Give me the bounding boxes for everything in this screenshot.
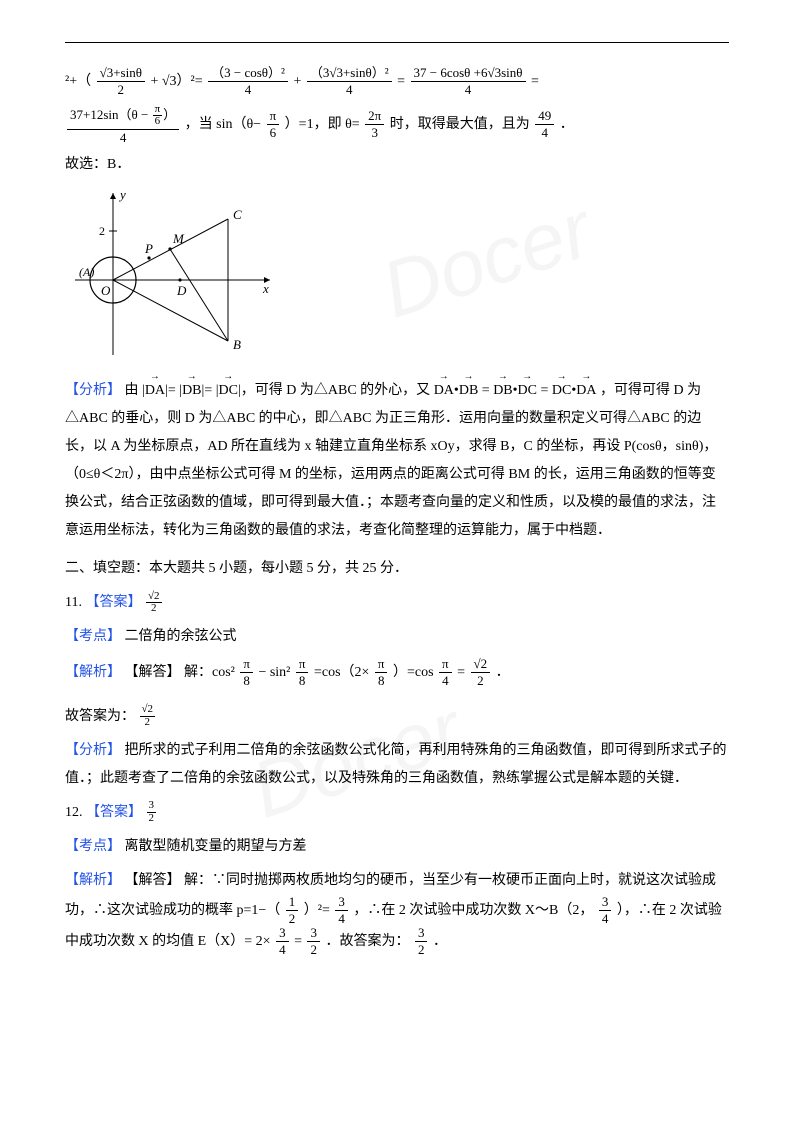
q12-number: 12. — [65, 805, 83, 820]
analysis-paragraph: 【分析】 由 |DA|= |DB|= |DC|，可得 D 为△ABC 的外心，又… — [65, 375, 729, 545]
kaodian-text: 二倍角的余弦公式 — [125, 629, 237, 644]
eq-text: + — [293, 74, 304, 89]
fraction: √3+sinθ 2 — [97, 66, 145, 98]
eq-text: = — [531, 74, 539, 89]
jieda-label: 【解答】 — [125, 665, 181, 680]
eq-text: + √3）²= — [150, 74, 206, 89]
label-y: y — [118, 187, 126, 202]
fraction: √22 — [140, 704, 156, 728]
eq-text: ，当 sin（θ− — [185, 117, 265, 132]
fraction: π8 — [296, 657, 309, 689]
inner-fraction: π6 — [153, 104, 163, 128]
jiexi-label: 【解析】 — [65, 873, 121, 888]
label-M: M — [172, 231, 185, 246]
label-O: O — [101, 283, 111, 298]
label-P: P — [144, 241, 153, 256]
eq-text: 时，取得最大值，且为 — [390, 117, 534, 132]
fraction: 34 — [335, 895, 348, 927]
eq-text: ²+（ — [65, 74, 91, 89]
fraction: 37 − 6cosθ +6√3sinθ 4 — [411, 66, 526, 98]
geometry-diagram: y x 2 (A) O P M C B D — [65, 185, 280, 365]
q12-jiexi: 【解析】 【解答】 解：∵同时抛掷两枚质地均匀的硬币，当至少有一枚硬币正面向上时… — [65, 867, 729, 958]
fraction: 34 — [276, 926, 289, 958]
label-2: 2 — [99, 224, 105, 238]
fraction: 2π 3 — [365, 109, 384, 141]
label-D: D — [176, 283, 187, 298]
fraction: （3 − cosθ）² 4 — [208, 66, 288, 98]
label-C: C — [233, 207, 242, 222]
watermark: Docer — [361, 151, 613, 369]
fraction: π4 — [439, 657, 452, 689]
kaodian-label: 【考点】 — [65, 629, 121, 644]
label-B: B — [233, 337, 241, 352]
q11-fenxi: 【分析】 把所求的式子利用二倍角的余弦函数公式化简，再利用特殊角的三角函数值，即… — [65, 737, 729, 793]
vector-DA: DA — [145, 375, 165, 405]
fraction: （3√3+sinθ）² 4 — [307, 66, 392, 98]
fraction: 37+12sin（θ − π6） 4 — [67, 104, 179, 145]
jieda-label: 【解答】 — [125, 873, 181, 888]
fraction: 12 — [286, 895, 299, 927]
kaodian-label: 【考点】 — [65, 839, 121, 854]
fraction: π 6 — [267, 109, 280, 141]
q11-number: 11. — [65, 595, 82, 610]
section-2-heading: 二、填空题：本大题共 5 小题，每小题 5 分，共 25 分． — [65, 555, 729, 583]
q11-kaodian: 【考点】 二倍角的余弦公式 — [65, 623, 729, 651]
kaodian-text: 离散型随机变量的期望与方差 — [125, 839, 307, 854]
answer-label: 【答案】 — [85, 595, 141, 610]
q12-kaodian: 【考点】 离散型随机变量的期望与方差 — [65, 833, 729, 861]
fraction: 49 4 — [535, 109, 554, 141]
fraction: √22 — [471, 657, 491, 689]
fraction: π8 — [375, 657, 388, 689]
q12-answer-line: 12. 【答案】 3 2 — [65, 799, 729, 827]
eq-text: ）=1，即 θ= — [285, 117, 364, 132]
vector-DB: DB — [182, 375, 201, 405]
label-x: x — [262, 281, 269, 296]
q11-jiexi: 【解析】 【解答】 解：cos² π8 − sin² π8 =cos（2× π8… — [65, 657, 729, 689]
q11-gudaan: 故答案为： √22 — [65, 703, 729, 731]
answer-choice: 故选：B． — [65, 151, 729, 179]
q11-answer-line: 11. 【答案】 √2 2 — [65, 589, 729, 617]
analysis-label: 【分析】 — [65, 383, 121, 398]
answer-label: 【答案】 — [86, 805, 142, 820]
fraction: 34 — [599, 895, 612, 927]
fraction: 32 — [415, 926, 428, 958]
eq-text: = — [397, 74, 408, 89]
vector-DC: DC — [219, 375, 238, 405]
jiexi-label: 【解析】 — [65, 665, 121, 680]
fraction: π8 — [240, 657, 253, 689]
q11-answer-value: √2 2 — [146, 591, 162, 615]
q12-answer-value: 3 2 — [147, 800, 157, 824]
equation-line-2: 37+12sin（θ − π6） 4 ，当 sin（θ− π 6 ）=1，即 θ… — [65, 104, 729, 145]
equation-line-1: ²+（ √3+sinθ 2 + √3）²= （3 − cosθ）² 4 + （3… — [65, 66, 729, 98]
fraction: 32 — [307, 926, 320, 958]
fenxi-label: 【分析】 — [65, 743, 121, 758]
eq-text: ． — [560, 117, 574, 132]
label-A: (A) — [79, 265, 94, 279]
page-top-rule — [65, 42, 729, 43]
